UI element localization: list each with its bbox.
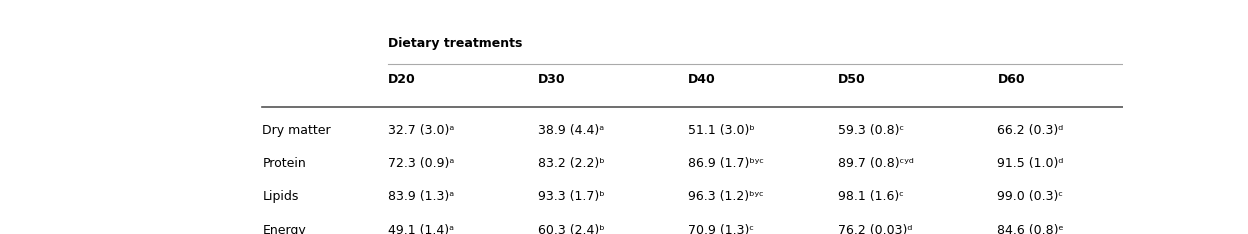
Text: 84.6 (0.8)ᵉ: 84.6 (0.8)ᵉ xyxy=(997,223,1065,234)
Text: 91.5 (1.0)ᵈ: 91.5 (1.0)ᵈ xyxy=(997,157,1063,170)
Text: 60.3 (2.4)ᵇ: 60.3 (2.4)ᵇ xyxy=(538,223,605,234)
Text: 38.9 (4.4)ᵃ: 38.9 (4.4)ᵃ xyxy=(538,124,604,137)
Text: 83.2 (2.2)ᵇ: 83.2 (2.2)ᵇ xyxy=(538,157,605,170)
Text: 32.7 (3.0)ᵃ: 32.7 (3.0)ᵃ xyxy=(388,124,454,137)
Text: Protein: Protein xyxy=(262,157,306,170)
Text: D60: D60 xyxy=(997,73,1025,86)
Text: Dietary treatments: Dietary treatments xyxy=(388,37,523,50)
Text: 93.3 (1.7)ᵇ: 93.3 (1.7)ᵇ xyxy=(538,190,605,203)
Text: 96.3 (1.2)ᵇʸᶜ: 96.3 (1.2)ᵇʸᶜ xyxy=(688,190,764,203)
Text: 99.0 (0.3)ᶜ: 99.0 (0.3)ᶜ xyxy=(997,190,1063,203)
Text: Lipids: Lipids xyxy=(262,190,298,203)
Text: D40: D40 xyxy=(688,73,715,86)
Text: 76.2 (0.03)ᵈ: 76.2 (0.03)ᵈ xyxy=(837,223,912,234)
Text: 89.7 (0.8)ᶜʸᵈ: 89.7 (0.8)ᶜʸᵈ xyxy=(837,157,914,170)
Text: 59.3 (0.8)ᶜ: 59.3 (0.8)ᶜ xyxy=(837,124,904,137)
Text: 98.1 (1.6)ᶜ: 98.1 (1.6)ᶜ xyxy=(837,190,904,203)
Text: 72.3 (0.9)ᵃ: 72.3 (0.9)ᵃ xyxy=(388,157,454,170)
Text: D30: D30 xyxy=(538,73,565,86)
Text: 66.2 (0.3)ᵈ: 66.2 (0.3)ᵈ xyxy=(997,124,1063,137)
Text: 51.1 (3.0)ᵇ: 51.1 (3.0)ᵇ xyxy=(688,124,755,137)
Text: 83.9 (1.3)ᵃ: 83.9 (1.3)ᵃ xyxy=(388,190,454,203)
Text: D50: D50 xyxy=(837,73,866,86)
Text: 86.9 (1.7)ᵇʸᶜ: 86.9 (1.7)ᵇʸᶜ xyxy=(688,157,764,170)
Text: Dry matter: Dry matter xyxy=(262,124,331,137)
Text: 70.9 (1.3)ᶜ: 70.9 (1.3)ᶜ xyxy=(688,223,754,234)
Text: Energy: Energy xyxy=(262,223,306,234)
Text: 49.1 (1.4)ᵃ: 49.1 (1.4)ᵃ xyxy=(388,223,454,234)
Text: D20: D20 xyxy=(388,73,416,86)
